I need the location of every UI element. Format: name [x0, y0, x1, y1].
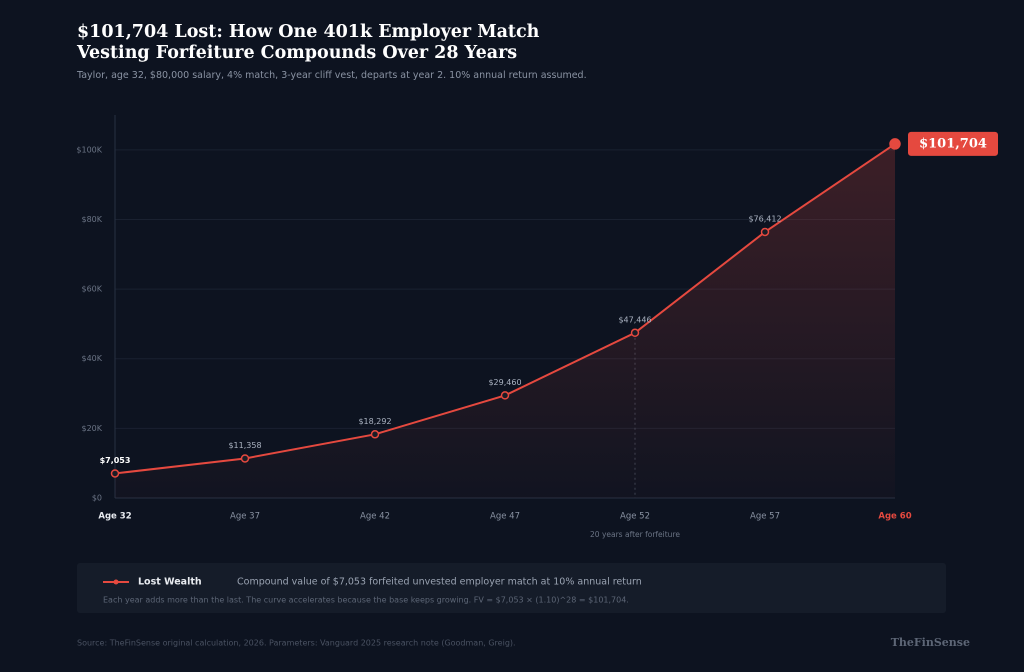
value-label: $7,053 [100, 456, 131, 465]
value-label: $101,704 [919, 136, 987, 151]
x-tick-label: Age 32 [98, 512, 131, 522]
x-tick-label: Age 60 [878, 512, 911, 522]
legend-box [77, 563, 946, 613]
chart-title: $101,704 Lost: How One 401k Employer Mat… [77, 22, 540, 63]
x-tick-label: Age 42 [360, 512, 390, 522]
y-tick-label: $0 [92, 494, 102, 503]
data-point [630, 328, 640, 338]
y-tick-label: $40K [81, 354, 102, 363]
data-point [240, 454, 250, 463]
data-point [889, 138, 901, 150]
value-label: $47,446 [618, 315, 651, 324]
data-point [500, 391, 510, 400]
x-tick-label: Age 52 [620, 512, 650, 522]
data-point [370, 430, 380, 439]
y-tick-label: $80K [81, 215, 102, 224]
annotation: 20 years after forfeiture [590, 530, 680, 539]
y-tick-label: $60K [81, 285, 102, 294]
x-tick-label: Age 57 [750, 512, 780, 522]
data-point [110, 469, 120, 478]
value-label: $18,292 [358, 417, 391, 426]
source: Source: TheFinSense original calculation… [77, 639, 516, 648]
brand: TheFinSense [891, 636, 970, 649]
data-point [760, 227, 770, 237]
legend-entry: Lost Wealth [138, 577, 202, 588]
chart-subtitle: Taylor, age 32, $80,000 salary, 4% match… [77, 70, 587, 81]
legend-swatch-dot [113, 579, 119, 585]
value-label: $29,460 [488, 378, 521, 387]
area [115, 143, 895, 498]
y-tick-label: $100K [76, 145, 102, 154]
value-badge [908, 131, 998, 156]
x-tick-label: Age 47 [490, 512, 520, 522]
y-tick-label: $20K [81, 424, 102, 433]
x-tick-label: Age 37 [230, 512, 260, 522]
legend-note: Each year adds more than the last. The c… [103, 596, 629, 605]
value-label: $11,358 [228, 441, 261, 450]
value-label: $76,412 [748, 214, 781, 223]
legend-description: Compound value of $7,053 forfeited unves… [237, 577, 642, 588]
